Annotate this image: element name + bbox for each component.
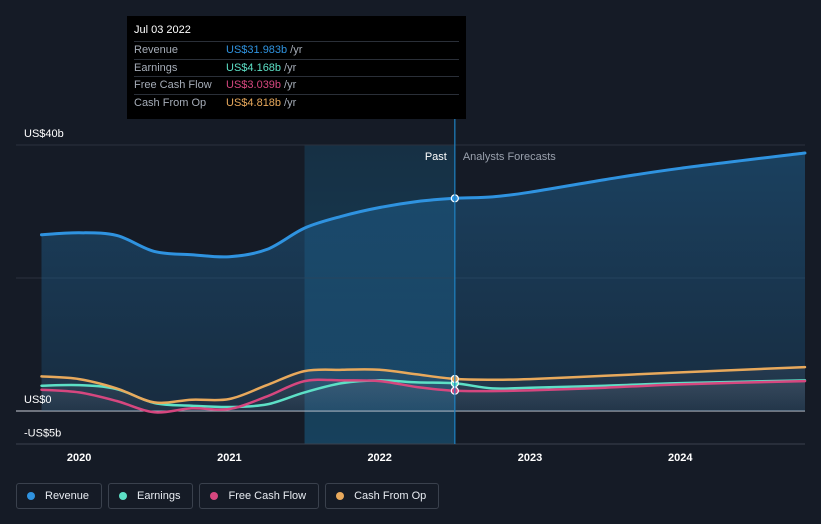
tooltip-row-cash-from-op: Cash From Op US$4.818b /yr [134, 93, 459, 112]
legend-label: Cash From Op [354, 490, 427, 502]
legend-item-cash-from-op[interactable]: Cash From Op [325, 483, 440, 509]
past-label: Past [425, 151, 447, 163]
tooltip-unit: /yr [284, 79, 297, 92]
legend-label: Earnings [137, 490, 181, 502]
y-tick-label: US$0 [24, 394, 52, 406]
series-line-cash-from-op [40, 365, 807, 405]
tooltip-value: US$3.039b [226, 79, 282, 92]
tooltip-date: Jul 03 2022 [134, 24, 191, 36]
series-area-revenue [41, 153, 805, 411]
x-tick-label: 2024 [668, 452, 693, 464]
tooltip-row-earnings: Earnings US$4.168b /yr [134, 58, 459, 77]
legend-dot-icon [336, 492, 345, 500]
legend-dot-icon [27, 492, 35, 500]
legend-item-free-cash-flow[interactable]: Free Cash Flow [199, 483, 320, 509]
tooltip-label: Earnings [134, 61, 178, 74]
series-line-revenue [40, 151, 807, 259]
y-tick-label: -US$5b [24, 427, 61, 439]
tooltip-unit: /yr [284, 61, 297, 74]
legend-item-earnings[interactable]: Earnings [108, 483, 194, 509]
tooltip-label: Revenue [134, 44, 179, 57]
tooltip-value: US$4.818b [226, 96, 282, 109]
chart-legend: Revenue Earnings Free Cash Flow Cash Fro… [16, 483, 440, 509]
y-tick-label: US$40b [24, 128, 64, 140]
tooltip-unit: /yr [290, 44, 303, 57]
tooltip-label: Free Cash Flow [134, 79, 212, 92]
legend-label: Free Cash Flow [228, 490, 307, 502]
legend-label: Revenue [45, 490, 90, 502]
tooltip-row-free-cash-flow: Free Cash Flow US$3.039b /yr [134, 76, 459, 94]
legend-dot-icon [210, 492, 219, 500]
tooltip-panel: Jul 03 2022 Revenue US$31.983b /yr Earni… [127, 16, 466, 119]
tooltip-value: US$4.168b [226, 61, 282, 74]
legend-item-revenue[interactable]: Revenue [16, 483, 103, 509]
x-tick-label: 2022 [367, 452, 391, 464]
tooltip-unit: /yr [284, 96, 297, 109]
series-line-free-cash-flow [40, 378, 807, 414]
tooltip-value: US$31.983b [226, 44, 288, 57]
legend-dot-icon [119, 492, 128, 500]
x-tick-label: 2021 [217, 452, 241, 464]
tooltip-row-revenue: Revenue US$31.983b /yr [134, 41, 459, 59]
forecast-label: Analysts Forecasts [463, 151, 556, 163]
x-tick-label: 2020 [67, 452, 91, 464]
x-tick-label: 2023 [518, 452, 542, 464]
tooltip-label: Cash From Op [134, 96, 207, 109]
